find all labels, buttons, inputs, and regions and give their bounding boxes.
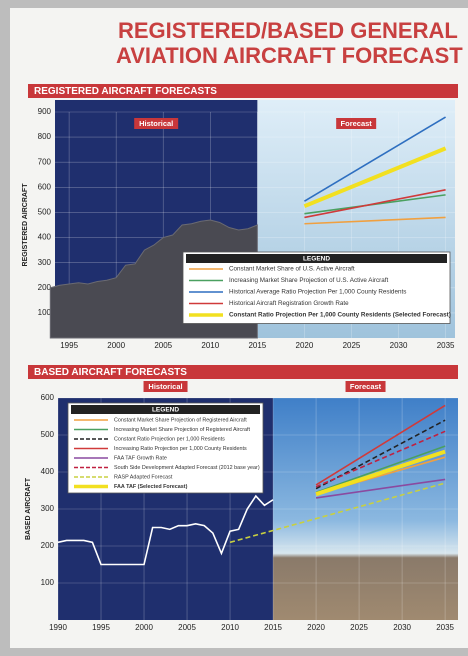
region-label: Historical xyxy=(139,119,173,128)
y-tick-label: 200 xyxy=(38,283,52,292)
x-tick-label: 1995 xyxy=(60,341,78,350)
legend-label: Constant Market Share Projection of Regi… xyxy=(114,417,247,423)
legend-label: FAA TAF (Selected Forecast) xyxy=(114,484,188,490)
legend-title: LEGEND xyxy=(152,407,179,414)
y-tick-label: 700 xyxy=(38,157,52,166)
legend-label: Constant Ratio Projection per 1,000 Resi… xyxy=(114,436,225,442)
legend-label: RASP Adapted Forecast xyxy=(114,474,173,480)
poster-title: REGISTERED/BASED GENERAL xyxy=(118,18,458,43)
x-tick-label: 2005 xyxy=(154,341,172,350)
legend-label: Constant Ratio Projection Per 1,000 Coun… xyxy=(229,312,451,319)
x-tick-label: 2015 xyxy=(264,623,282,632)
legend-label: South Side Development Adapted Forecast … xyxy=(114,465,260,471)
legend-title: LEGEND xyxy=(303,256,330,263)
x-tick-label: 2020 xyxy=(307,623,325,632)
x-tick-label: 2000 xyxy=(135,623,153,632)
legend-label: FAA TAF Growth Rate xyxy=(114,455,167,461)
poster: REGISTERED/BASED GENERAL AVIATION AIRCRA… xyxy=(0,0,468,656)
y-tick-label: 400 xyxy=(38,233,52,242)
x-tick-label: 2000 xyxy=(107,341,125,350)
x-tick-label: 2020 xyxy=(296,341,314,350)
y-tick-label: 300 xyxy=(41,504,55,513)
y-tick-label: 500 xyxy=(41,430,55,439)
x-tick-label: 2025 xyxy=(350,623,368,632)
y-tick-label: 900 xyxy=(38,107,52,116)
y-tick-label: 300 xyxy=(38,258,52,267)
x-tick-label: 2015 xyxy=(248,341,266,350)
x-tick-label: 2010 xyxy=(221,623,239,632)
legend-label: Historical Aircraft Registration Growth … xyxy=(229,300,349,307)
section-title: BASED AIRCRAFT FORECASTS xyxy=(34,367,187,378)
region-label: Forecast xyxy=(350,382,382,391)
y-tick-label: 400 xyxy=(41,467,55,476)
section-title: REGISTERED AIRCRAFT FORECASTS xyxy=(34,86,217,97)
y-tick-label: 100 xyxy=(41,578,55,587)
legend-label: Historical Average Ratio Projection Per … xyxy=(229,289,406,296)
page: REGISTERED/BASED GENERAL AVIATION AIRCRA… xyxy=(0,0,468,656)
y-tick-label: 600 xyxy=(41,393,55,402)
y-tick-label: 800 xyxy=(38,132,52,141)
x-tick-label: 2035 xyxy=(437,341,455,350)
x-tick-label: 2025 xyxy=(343,341,361,350)
legend-label: Increasing Ratio Projection per 1,000 Co… xyxy=(114,446,247,452)
region-label: Historical xyxy=(148,382,182,391)
y-axis-label: REGISTERED AIRCRAFT xyxy=(22,183,29,267)
x-tick-label: 2030 xyxy=(393,623,411,632)
region-label: Forecast xyxy=(341,119,373,128)
legend-label: Increasing Market Share Projection of Re… xyxy=(114,427,251,433)
poster-title: AVIATION AIRCRAFT FORECAST xyxy=(116,43,463,68)
y-tick-label: 500 xyxy=(38,208,52,217)
x-tick-label: 1995 xyxy=(92,623,110,632)
y-tick-label: 600 xyxy=(38,182,52,191)
x-tick-label: 2030 xyxy=(390,341,408,350)
x-tick-label: 2005 xyxy=(178,623,196,632)
y-tick-label: 200 xyxy=(41,541,55,550)
x-tick-label: 2035 xyxy=(436,623,454,632)
x-tick-label: 2010 xyxy=(201,341,219,350)
legend-label: Constant Market Share of U.S. Active Air… xyxy=(229,266,355,273)
x-tick-label: 1990 xyxy=(49,623,67,632)
y-axis-label: BASED AIRCRAFT xyxy=(25,477,32,540)
y-tick-label: 100 xyxy=(38,308,52,317)
legend-label: Increasing Market Share Projection of U.… xyxy=(229,277,388,284)
